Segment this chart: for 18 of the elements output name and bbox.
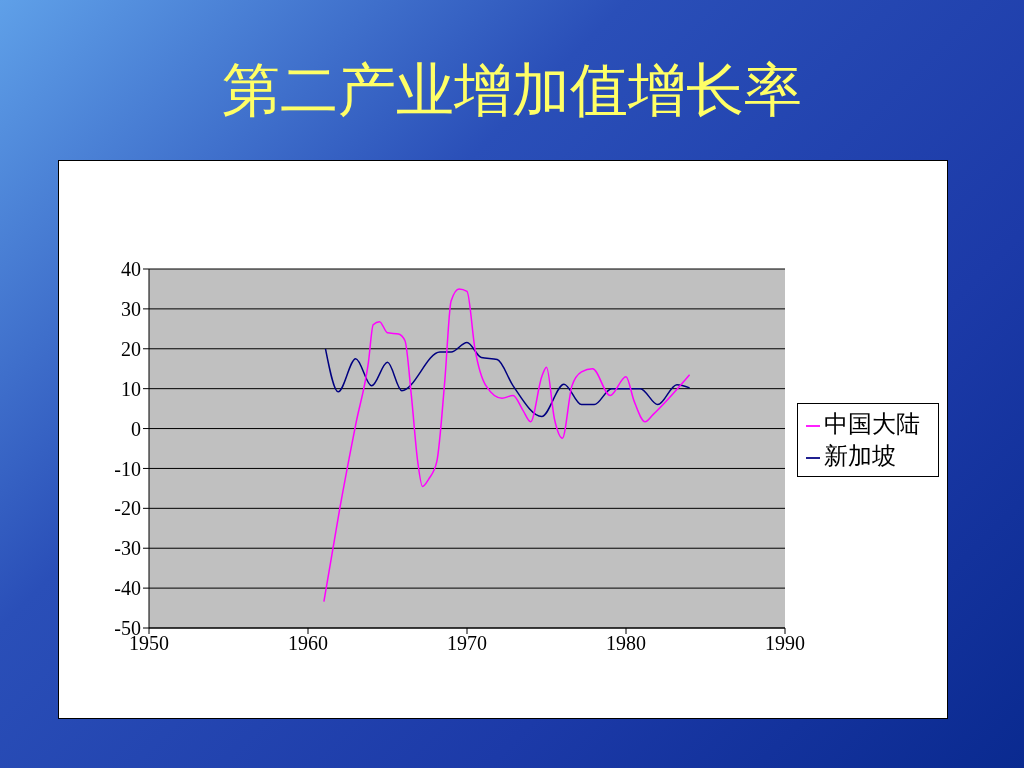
y-tick-label: -20: [114, 497, 141, 520]
y-tick-label: 10: [121, 377, 141, 400]
y-tick-label: -40: [114, 577, 141, 600]
y-tick-label: -10: [114, 457, 141, 480]
y-tick-label: 30: [121, 297, 141, 320]
y-tick-label: 0: [131, 417, 141, 440]
line-series: [324, 341, 691, 418]
x-tick-label: 1970: [447, 632, 487, 655]
line-series: [323, 288, 691, 603]
y-tick-label: 40: [121, 258, 141, 281]
y-tick-label: -30: [114, 537, 141, 560]
y-tick-label: 20: [121, 337, 141, 360]
legend-label: 新加坡: [824, 442, 896, 469]
x-tick-label: 1960: [288, 632, 328, 655]
x-tick-label: 1990: [765, 632, 805, 655]
legend-label: 中国大陆: [824, 410, 920, 437]
chart-title: 第二产业增加值增长率: [221, 55, 803, 126]
x-tick-label: 1980: [606, 632, 646, 655]
